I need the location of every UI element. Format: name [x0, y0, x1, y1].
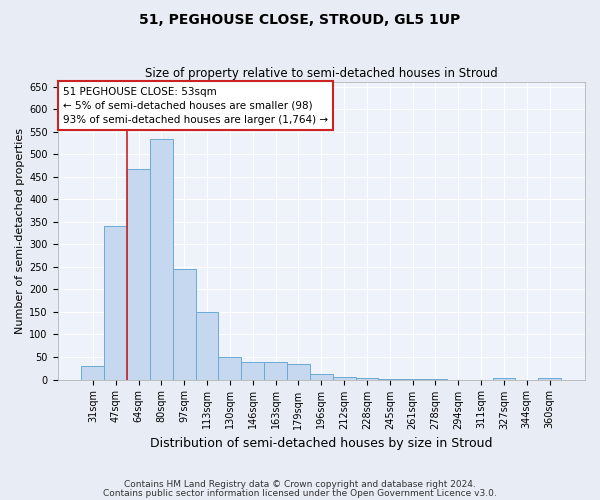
Bar [173, 269, 196, 380]
Title: Size of property relative to semi-detached houses in Stroud: Size of property relative to semi-detach… [145, 66, 497, 80]
Text: 51, PEGHOUSE CLOSE, STROUD, GL5 1UP: 51, PEGHOUSE CLOSE, STROUD, GL5 1UP [139, 12, 461, 26]
Bar [538, 378, 561, 380]
Bar [150, 140, 173, 380]
Text: 51 PEGHOUSE CLOSE: 53sqm
← 5% of semi-detached houses are smaller (98)
93% of se: 51 PEGHOUSE CLOSE: 53sqm ← 5% of semi-de… [63, 86, 328, 124]
Bar [264, 362, 287, 380]
Bar [241, 362, 264, 380]
Bar [287, 364, 310, 380]
Bar [332, 378, 356, 380]
Bar [82, 366, 104, 380]
Y-axis label: Number of semi-detached properties: Number of semi-detached properties [15, 128, 25, 334]
X-axis label: Distribution of semi-detached houses by size in Stroud: Distribution of semi-detached houses by … [150, 437, 493, 450]
Bar [310, 374, 332, 380]
Bar [127, 169, 150, 380]
Bar [356, 378, 379, 380]
Bar [493, 378, 515, 380]
Text: Contains HM Land Registry data © Crown copyright and database right 2024.: Contains HM Land Registry data © Crown c… [124, 480, 476, 489]
Bar [196, 312, 218, 380]
Text: Contains public sector information licensed under the Open Government Licence v3: Contains public sector information licen… [103, 490, 497, 498]
Bar [379, 378, 401, 380]
Bar [218, 357, 241, 380]
Bar [104, 226, 127, 380]
